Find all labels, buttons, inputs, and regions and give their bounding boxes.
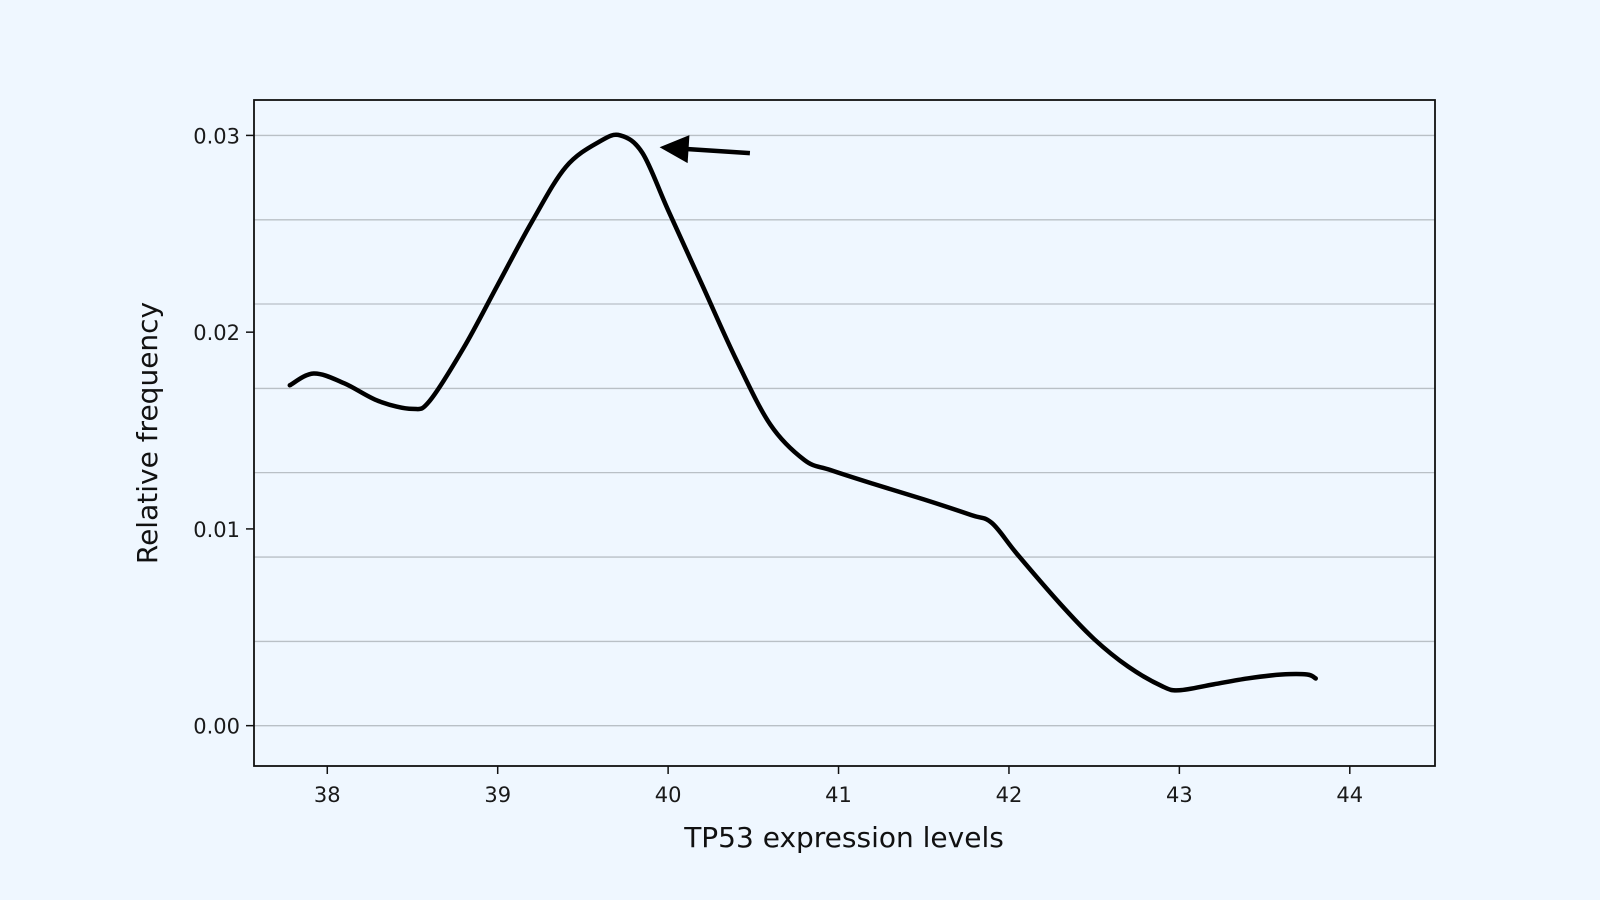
- annotation-layer: [659, 135, 751, 164]
- x-tick-label-1: 39: [484, 783, 511, 807]
- annotation-arrow-shaft: [686, 146, 751, 156]
- x-axis: 38 39 40 41 42 43 44: [314, 766, 1363, 807]
- line-layer: [287, 132, 1318, 693]
- plot-frame: [253, 99, 1436, 767]
- y-axis: 0.00 0.01 0.02 0.03: [193, 124, 254, 739]
- y-tick-label-1: 0.01: [193, 518, 240, 542]
- x-tick-label-5: 43: [1166, 783, 1193, 807]
- y-axis-title: Relative frequency: [131, 302, 164, 564]
- x-tick-label-4: 42: [996, 783, 1023, 807]
- x-tick-label-3: 41: [825, 783, 852, 807]
- x-tick-label-2: 40: [655, 783, 682, 807]
- series-line-0: [287, 132, 1318, 693]
- y-tick-label-2: 0.02: [193, 321, 240, 345]
- grid-layer: [254, 134, 1435, 727]
- x-tick-label-6: 44: [1336, 783, 1363, 807]
- x-tick-label-0: 38: [314, 783, 341, 807]
- x-axis-title: TP53 expression levels: [683, 821, 1004, 854]
- y-tick-label-0: 0.00: [193, 715, 240, 739]
- annotation-arrow-head: [659, 135, 690, 164]
- y-tick-label-3: 0.03: [193, 124, 240, 148]
